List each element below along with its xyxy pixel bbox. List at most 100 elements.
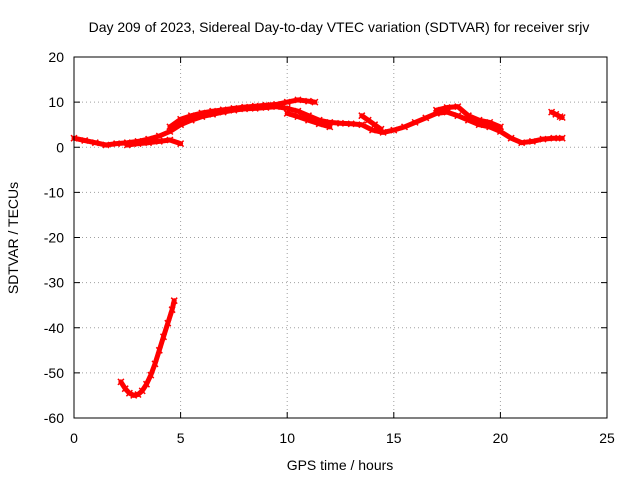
data-point [166, 136, 174, 144]
y-axis-label: SDTVAR / TECUs [5, 182, 21, 294]
y-tick-label: 10 [48, 94, 64, 110]
data-point [507, 134, 515, 142]
data-point [177, 140, 185, 148]
data-point [400, 123, 409, 131]
data-point [422, 114, 430, 122]
data-point [368, 126, 377, 134]
data-point [371, 121, 379, 129]
x-tick-label: 10 [279, 430, 295, 446]
y-tick-label: -20 [44, 230, 64, 246]
data-series-group [358, 112, 385, 133]
data-point [432, 106, 440, 114]
data-series [70, 96, 566, 399]
data-point [145, 139, 153, 147]
data-point [151, 360, 159, 368]
data-point [251, 102, 259, 110]
data-point [443, 103, 451, 112]
y-tick-label: -50 [44, 365, 64, 381]
data-point [528, 137, 536, 145]
data-point [125, 389, 133, 397]
y-tick-label: 20 [48, 49, 64, 65]
x-axis-label: GPS time / hours [287, 457, 394, 473]
data-point [496, 123, 504, 131]
data-point [283, 109, 291, 117]
data-series-group [117, 297, 178, 399]
data-point [155, 137, 163, 145]
data-point [230, 104, 238, 112]
data-point [159, 333, 168, 341]
series-line [118, 298, 177, 398]
data-point [550, 134, 558, 142]
data-point [283, 98, 291, 106]
data-point [539, 135, 547, 143]
data-point [411, 118, 419, 126]
tick-marks [73, 56, 608, 419]
data-point [518, 139, 526, 147]
data-point [294, 107, 302, 115]
series-line [124, 137, 184, 148]
y-tick-label: -60 [44, 410, 64, 426]
chart-title: Day 209 of 2023, Sidereal Day-to-day VTE… [89, 19, 590, 35]
x-tick-labels: 0 5 10 15 20 25 [70, 430, 615, 446]
data-point [377, 125, 385, 133]
data-point [311, 98, 319, 106]
data-point [347, 120, 355, 128]
y-tick-label: -40 [44, 320, 64, 336]
data-point [272, 100, 281, 108]
y-tick-label: -10 [44, 184, 64, 200]
data-point [464, 112, 472, 120]
data-point [81, 136, 89, 145]
data-point [358, 121, 366, 129]
data-point [142, 380, 151, 388]
data-point [147, 371, 155, 379]
data-point [134, 140, 142, 148]
data-point [209, 107, 217, 115]
data-point [177, 115, 185, 123]
data-point [166, 123, 174, 131]
data-point [170, 297, 178, 305]
data-point [155, 132, 163, 140]
data-point [486, 118, 494, 126]
data-point [102, 141, 110, 149]
data-point [358, 112, 366, 120]
data-point [315, 120, 323, 128]
data-point [548, 108, 556, 116]
data-point [117, 378, 125, 386]
data-point [364, 116, 372, 124]
x-tick-label: 25 [599, 430, 615, 446]
y-tick-label: -30 [44, 275, 64, 291]
data-point [304, 97, 313, 105]
data-series-group [432, 103, 504, 131]
data-point [155, 346, 163, 354]
data-series-group [548, 108, 566, 122]
y-tick-label: 0 [56, 139, 64, 155]
data-point [241, 103, 249, 111]
data-point [187, 112, 195, 120]
data-point [198, 109, 206, 117]
x-tick-label: 20 [493, 430, 509, 446]
data-point [558, 134, 566, 142]
data-point [219, 106, 227, 114]
data-point [552, 110, 560, 118]
data-point [558, 113, 566, 122]
y-tick-labels: -60 -50 -40 -30 -20 -10 0 10 20 [44, 49, 64, 426]
data-point [138, 387, 146, 395]
data-point [164, 319, 172, 327]
data-point [123, 141, 131, 149]
data-point [113, 140, 121, 148]
data-point [336, 119, 345, 127]
data-series-group [166, 96, 319, 131]
x-tick-label: 15 [386, 430, 402, 446]
x-tick-label: 0 [70, 430, 78, 446]
grid-lines [74, 57, 607, 418]
data-point [475, 116, 483, 124]
data-point [326, 123, 334, 131]
data-point [91, 139, 99, 147]
data-point [262, 101, 270, 109]
data-series-group [123, 136, 185, 149]
data-point [168, 306, 176, 314]
data-point [294, 96, 302, 104]
data-point [304, 116, 313, 124]
